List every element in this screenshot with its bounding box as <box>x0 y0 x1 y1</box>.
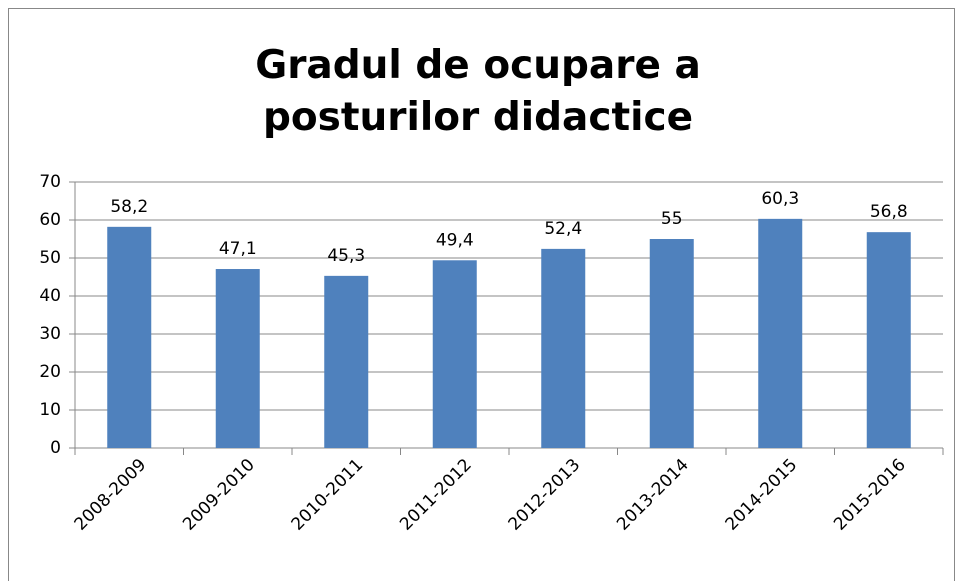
y-tick-label: 40 <box>39 286 61 306</box>
data-label: 47,1 <box>219 239 257 259</box>
bar <box>649 239 694 448</box>
y-tick-label: 70 <box>39 172 61 192</box>
bar <box>215 269 260 448</box>
x-tick-label: 2011-2012 <box>396 455 476 535</box>
y-tick-label: 0 <box>50 438 61 458</box>
chart-border <box>8 8 955 581</box>
data-label: 52,4 <box>544 219 582 239</box>
bar <box>324 275 369 448</box>
data-label: 56,8 <box>870 202 908 222</box>
y-tick-label: 50 <box>39 248 61 268</box>
x-tick-label: 2014-2015 <box>722 455 802 535</box>
x-tick-label: 2010-2011 <box>288 455 368 535</box>
bar <box>541 248 586 448</box>
y-tick-label: 30 <box>39 324 61 344</box>
data-label: 58,2 <box>110 197 148 217</box>
bar <box>758 218 803 448</box>
chart-title: Gradul de ocupare a posturilor didactice <box>255 43 701 140</box>
bar <box>107 226 152 448</box>
y-tick-label: 10 <box>39 400 61 420</box>
x-tick-label: 2009-2010 <box>179 455 259 535</box>
y-tick-label: 60 <box>39 210 61 230</box>
data-label: 60,3 <box>761 189 799 209</box>
x-tick-label: 2013-2014 <box>613 455 693 535</box>
data-label: 45,3 <box>327 246 365 266</box>
x-tick-label: 2015-2016 <box>830 455 910 535</box>
x-tick-label: 2012-2013 <box>505 455 585 535</box>
data-label: 49,4 <box>436 230 474 250</box>
data-label: 55 <box>661 209 683 229</box>
y-tick-label: 20 <box>39 362 61 382</box>
x-tick-label: 2008-2009 <box>71 455 151 535</box>
bar <box>432 260 477 448</box>
bar <box>866 232 911 448</box>
